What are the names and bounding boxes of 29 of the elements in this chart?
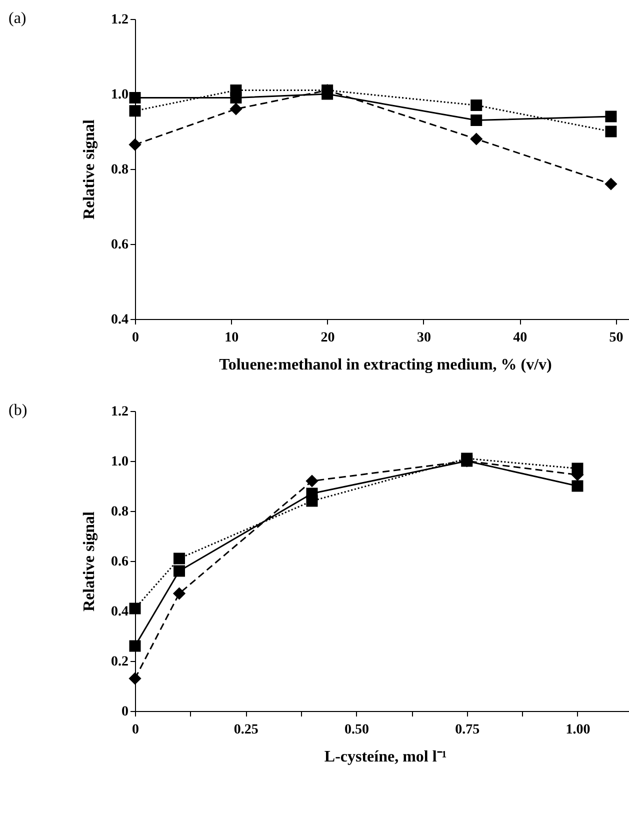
y-axis-title: Relative signal (81, 510, 98, 612)
x-tick-label: 0 (132, 330, 139, 346)
x-tick-label: 0 (132, 722, 139, 738)
y-tick-label: 0.4 (111, 312, 128, 328)
x-tick-label: 20 (320, 330, 335, 346)
y-tick-label: 1.2 (111, 404, 128, 420)
x-tick-label: 0.25 (234, 722, 258, 738)
x-tick-label: 30 (416, 330, 431, 346)
x-tick-label: 0.75 (455, 722, 480, 738)
x-axis-title: Toluene:methanol in extracting medium, % (v/v) (219, 356, 552, 374)
y-tick-label: 0.6 (111, 554, 128, 570)
x-tick-label: 0.50 (344, 722, 369, 738)
y-axis-title: Relative signal (81, 118, 98, 220)
y-tick-label: 1.2 (111, 12, 128, 28)
y-tick-label: 0.8 (111, 162, 128, 178)
x-axis-title: L-cysteíne, mol l⁻¹ (324, 748, 447, 766)
y-tick-label: 0.8 (111, 504, 128, 520)
chart-title: (a) (8, 10, 26, 27)
x-tick-label: 1.00 (566, 722, 590, 738)
x-tick-label: 50 (609, 330, 624, 346)
y-tick-label: 1.0 (111, 454, 128, 470)
x-tick-label: 10 (224, 330, 239, 346)
x-tick-label: 40 (513, 330, 528, 346)
chart-title: (b) (8, 402, 28, 419)
y-tick-label: 0.6 (111, 238, 128, 252)
y-tick-label: 0 (122, 704, 128, 720)
y-tick-label: 1.0 (111, 88, 128, 102)
y-tick-label: 0.2 (111, 654, 128, 670)
y-tick-label: 0.4 (111, 604, 128, 620)
